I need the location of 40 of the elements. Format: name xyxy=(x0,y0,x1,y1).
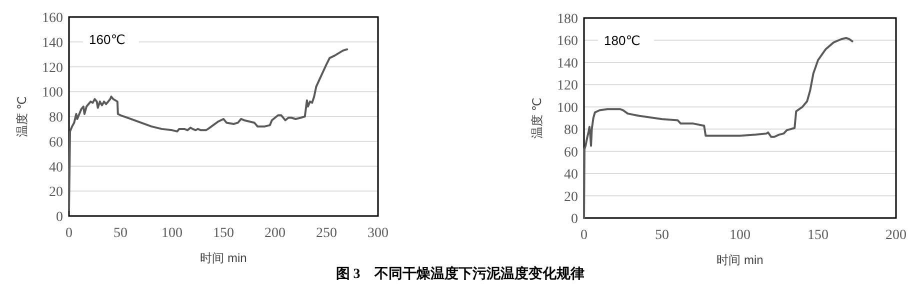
y-tick-label: 40 xyxy=(49,160,63,176)
y-tick-label: 80 xyxy=(564,123,578,138)
x-tick-label: 150 xyxy=(808,228,828,243)
y-tick-label: 0 xyxy=(571,212,578,227)
y-tick-label: 120 xyxy=(557,78,578,94)
x-tick-label: 50 xyxy=(114,226,128,241)
text: 180℃ xyxy=(604,33,640,48)
y-tick-label: 120 xyxy=(42,60,63,76)
x-tick-label: 200 xyxy=(886,228,906,243)
caption: 图 3 不同干燥温度下污泥温度变化规律 xyxy=(336,265,584,282)
x-tick-label: 200 xyxy=(264,226,286,241)
line-series xyxy=(583,37,854,219)
y-tick-label: 0 xyxy=(56,210,63,225)
y-tick-label: 20 xyxy=(49,185,63,200)
x-tick-label: 250 xyxy=(316,226,337,241)
y-tick-label: 160 xyxy=(42,11,63,26)
y-tick-label: 20 xyxy=(564,190,578,205)
y-tick-label: 60 xyxy=(564,145,578,160)
x-tick-label: 100 xyxy=(730,228,750,243)
y-tick-label: 60 xyxy=(49,135,63,150)
line-series xyxy=(68,48,348,211)
y-tick-label: 140 xyxy=(42,36,63,51)
y-tick-label: 80 xyxy=(49,110,63,126)
x-axis-title: 时间 min xyxy=(716,253,764,267)
y-axis-title: 温度 ℃ xyxy=(15,96,29,137)
y-axis-title: 温度 ℃ xyxy=(530,98,544,138)
x-tick-label: 150 xyxy=(213,226,234,241)
y-tick-label: 160 xyxy=(557,34,578,50)
y-tick-label: 140 xyxy=(557,56,578,72)
x-axis-title: 时间 min xyxy=(200,251,247,265)
y-tick-label: 180 xyxy=(557,12,578,27)
x-tick-label: 50 xyxy=(655,228,669,243)
x-tick-label: 300 xyxy=(368,226,388,241)
x-tick-label: 0 xyxy=(580,228,588,243)
y-tick-label: 40 xyxy=(564,168,578,183)
x-tick-label: 0 xyxy=(66,226,72,241)
y-tick-label: 100 xyxy=(42,86,63,101)
text: 160℃ xyxy=(89,32,126,47)
x-tick-label: 100 xyxy=(162,226,182,241)
y-tick-label: 100 xyxy=(557,100,578,116)
